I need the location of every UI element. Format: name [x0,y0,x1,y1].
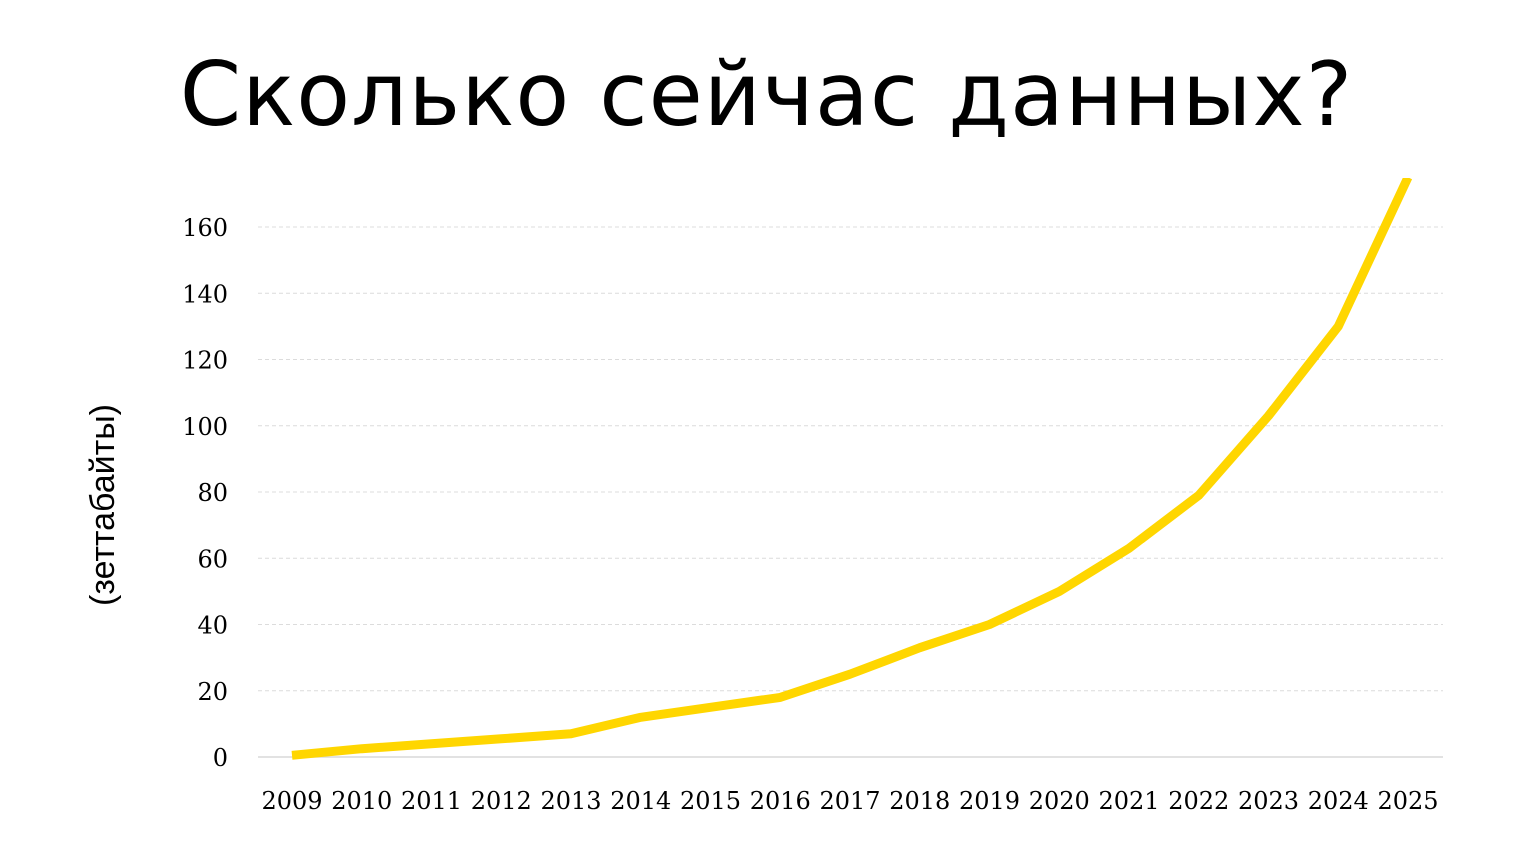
x-tick-label: 2018 [889,787,950,815]
y-axis-label: (зеттабайты) [84,404,122,606]
page-title: Сколько сейчас данных? [179,43,1354,146]
x-tick-label: 2011 [401,787,462,815]
x-tick-label: 2022 [1168,787,1229,815]
x-tick-label: 2016 [750,787,811,815]
x-tick-label: 2024 [1308,787,1369,815]
y-tick-label: 120 [182,347,228,375]
x-tick-label: 2017 [819,787,880,815]
x-tick-label: 2019 [959,787,1020,815]
y-tick-label: 60 [197,545,228,573]
x-tick-label: 2021 [1098,787,1159,815]
y-tick-label: 0 [213,744,228,772]
y-tick-label: 160 [182,214,228,242]
x-tick-label: 2025 [1377,787,1438,815]
x-tick-label: 2012 [471,787,532,815]
y-axis-ticks: 0 20 40 60 80 100 120 140 160 [182,214,228,772]
x-tick-label: 2014 [610,787,671,815]
x-axis-ticks: 2009 2010 2011 2012 2013 2014 2015 2016 2017 2018… [261,787,1438,815]
x-tick-label: 2009 [261,787,322,815]
x-tick-label: 2013 [540,787,601,815]
y-tick-label: 20 [197,678,228,706]
series-line [291,178,1413,760]
series-group [291,178,1413,760]
x-tick-label: 2023 [1238,787,1299,815]
y-tick-label: 140 [182,280,228,308]
y-tick-label: 80 [197,479,228,507]
grid-lines [258,226,1443,692]
y-tick-label: 100 [182,413,228,441]
x-tick-label: 2015 [680,787,741,815]
x-tick-label: 2010 [331,787,392,815]
x-tick-label: 2020 [1029,787,1090,815]
y-tick-label: 40 [197,612,228,640]
